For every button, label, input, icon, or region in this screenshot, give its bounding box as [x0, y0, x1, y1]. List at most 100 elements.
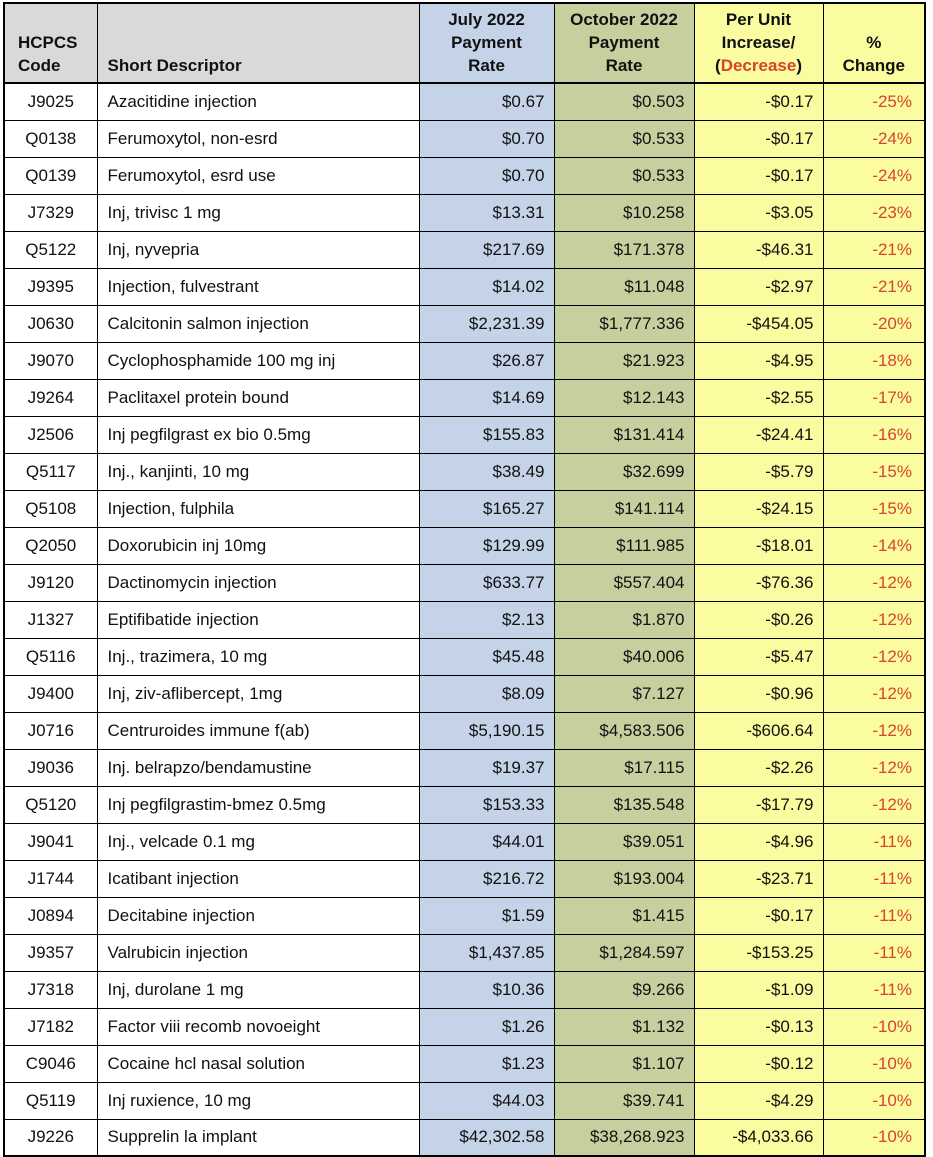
percent-change-cell: -16% [822, 415, 926, 454]
descriptor-cell: Dactinomycin injection [96, 563, 420, 602]
percent-change-cell: -12% [822, 748, 926, 787]
hcpcs-code-cell: J7182 [3, 1007, 98, 1046]
july-rate-cell: $44.01 [418, 822, 555, 861]
percent-change-cell: -12% [822, 711, 926, 750]
percent-change-cell: -12% [822, 600, 926, 639]
july-rate-cell: $216.72 [418, 859, 555, 898]
unit-change-cell: -$5.79 [693, 452, 824, 491]
july-rate-cell: $45.48 [418, 637, 555, 676]
percent-change-cell: -23% [822, 193, 926, 232]
percent-change-cell: -12% [822, 637, 926, 676]
unit-change-cell: -$0.26 [693, 600, 824, 639]
july-rate-cell: $1,437.85 [418, 933, 555, 972]
hcpcs-code-cell: J7318 [3, 970, 98, 1009]
july-rate-cell: $38.49 [418, 452, 555, 491]
table-row: J9226 Supprelin la implant $42,302.58 $3… [3, 1118, 926, 1157]
percent-change-cell: -21% [822, 267, 926, 306]
unit-change-cell: -$24.15 [693, 489, 824, 528]
percent-change-cell: -24% [822, 119, 926, 158]
descriptor-cell: Eptifibatide injection [96, 600, 420, 639]
percent-change-cell: -11% [822, 859, 926, 898]
unit-change-cell: -$0.96 [693, 674, 824, 713]
hcpcs-code-cell: J9041 [3, 822, 98, 861]
table-row: J7329 Inj, trivisc 1 mg $13.31 $10.258 -… [3, 193, 926, 232]
hcpcs-code-cell: J7329 [3, 193, 98, 232]
october-rate-cell: $0.503 [553, 82, 695, 121]
descriptor-cell: Inj, ziv-aflibercept, 1mg [96, 674, 420, 713]
header-line: Payment [588, 33, 660, 52]
july-rate-cell: $1.59 [418, 896, 555, 935]
header-short-descriptor: Short Descriptor [96, 2, 420, 84]
table-row: J7182 Factor viii recomb novoeight $1.26… [3, 1007, 926, 1046]
header-line: Short Descriptor [107, 56, 242, 75]
percent-change-cell: -10% [822, 1044, 926, 1083]
july-rate-cell: $14.69 [418, 378, 555, 417]
table-row: J0894 Decitabine injection $1.59 $1.415 … [3, 896, 926, 935]
october-rate-cell: $38,268.923 [553, 1118, 695, 1157]
header-line: October 2022 [570, 10, 678, 29]
july-rate-cell: $155.83 [418, 415, 555, 454]
percent-change-cell: -11% [822, 970, 926, 1009]
hcpcs-code-cell: J0630 [3, 304, 98, 343]
table-row: J1744 Icatibant injection $216.72 $193.0… [3, 859, 926, 898]
july-rate-cell: $19.37 [418, 748, 555, 787]
october-rate-cell: $40.006 [553, 637, 695, 676]
percent-change-cell: -12% [822, 674, 926, 713]
october-rate-cell: $111.985 [553, 526, 695, 565]
descriptor-cell: Inj, nyvepria [96, 230, 420, 269]
july-rate-cell: $10.36 [418, 970, 555, 1009]
october-rate-cell: $1.107 [553, 1044, 695, 1083]
header-october-2022-payment-rate: October 2022 Payment Rate [553, 2, 695, 84]
table-row: J9070 Cyclophosphamide 100 mg inj $26.87… [3, 341, 926, 380]
percent-change-cell: -12% [822, 785, 926, 824]
percent-change-cell: -25% [822, 82, 926, 121]
table-row: J9357 Valrubicin injection $1,437.85 $1,… [3, 933, 926, 972]
october-rate-cell: $1.132 [553, 1007, 695, 1046]
unit-change-cell: -$4.96 [693, 822, 824, 861]
october-rate-cell: $17.115 [553, 748, 695, 787]
percent-change-cell: -14% [822, 526, 926, 565]
october-rate-cell: $9.266 [553, 970, 695, 1009]
october-rate-cell: $171.378 [553, 230, 695, 269]
percent-change-cell: -10% [822, 1081, 926, 1120]
unit-change-cell: -$0.17 [693, 896, 824, 935]
july-rate-cell: $0.67 [418, 82, 555, 121]
hcpcs-code-cell: Q5122 [3, 230, 98, 269]
unit-change-cell: -$24.41 [693, 415, 824, 454]
unit-change-cell: -$17.79 [693, 785, 824, 824]
july-rate-cell: $217.69 [418, 230, 555, 269]
july-rate-cell: $26.87 [418, 341, 555, 380]
table-row: J7318 Inj, durolane 1 mg $10.36 $9.266 -… [3, 970, 926, 1009]
unit-change-cell: -$46.31 [693, 230, 824, 269]
descriptor-cell: Ferumoxytol, esrd use [96, 156, 420, 195]
unit-change-cell: -$2.55 [693, 378, 824, 417]
hcpcs-code-cell: Q0139 [3, 156, 98, 195]
october-rate-cell: $1.415 [553, 896, 695, 935]
table-row: J0716 Centruroides immune f(ab) $5,190.1… [3, 711, 926, 750]
october-rate-cell: $1,284.597 [553, 933, 695, 972]
hcpcs-code-cell: J0716 [3, 711, 98, 750]
table-row: Q5117 Inj., kanjinti, 10 mg $38.49 $32.6… [3, 452, 926, 491]
header-line: % [866, 33, 882, 52]
table-row: J0630 Calcitonin salmon injection $2,231… [3, 304, 926, 343]
header-line: July 2022 [448, 10, 525, 29]
descriptor-cell: Valrubicin injection [96, 933, 420, 972]
october-rate-cell: $0.533 [553, 156, 695, 195]
hcpcs-code-cell: J9120 [3, 563, 98, 602]
payment-rates-table: HCPCS Code Short Descriptor July 2022 Pa… [3, 2, 926, 1157]
october-rate-cell: $21.923 [553, 341, 695, 380]
descriptor-cell: Calcitonin salmon injection [96, 304, 420, 343]
header-percent-change: % Change [822, 2, 926, 84]
header-row: HCPCS Code Short Descriptor July 2022 Pa… [3, 2, 926, 84]
october-rate-cell: $557.404 [553, 563, 695, 602]
october-rate-cell: $11.048 [553, 267, 695, 306]
hcpcs-code-cell: J9395 [3, 267, 98, 306]
july-rate-cell: $165.27 [418, 489, 555, 528]
hcpcs-code-cell: J1744 [3, 859, 98, 898]
header-line: Per Unit [725, 10, 792, 29]
october-rate-cell: $10.258 [553, 193, 695, 232]
descriptor-cell: Inj., kanjinti, 10 mg [96, 452, 420, 491]
header-line: Rate [468, 56, 505, 75]
unit-change-cell: -$18.01 [693, 526, 824, 565]
